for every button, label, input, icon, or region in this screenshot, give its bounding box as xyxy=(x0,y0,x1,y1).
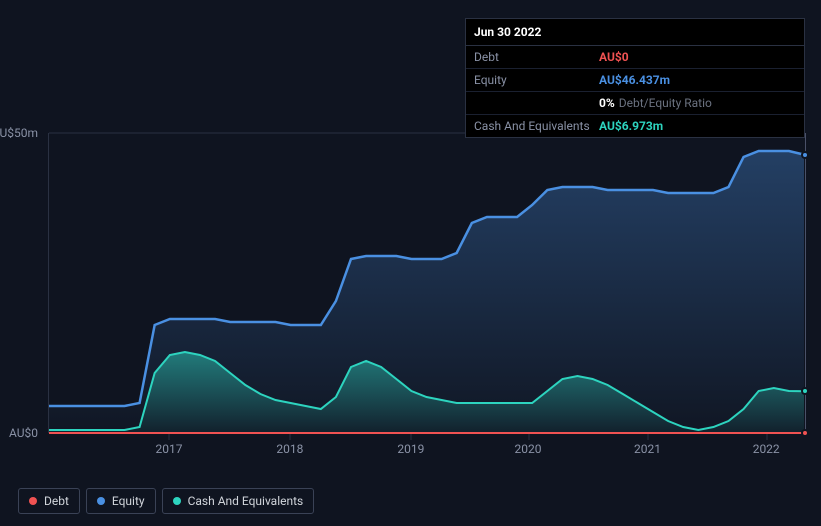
chart-plot-area[interactable] xyxy=(48,133,804,433)
tooltip-row-cash: Cash And Equivalents AU$6.973m xyxy=(466,115,804,137)
tooltip-ratio-spacer xyxy=(474,96,599,110)
marker-cash xyxy=(801,387,809,395)
x-tick: 2022 xyxy=(753,442,780,456)
y-axis-label-bottom: AU$0 xyxy=(0,426,38,440)
tooltip-row-ratio: 0% Debt/Equity Ratio xyxy=(466,92,804,115)
tooltip-equity-value: AU$46.437m xyxy=(599,73,670,87)
tooltip-cash-value: AU$6.973m xyxy=(599,119,663,133)
data-tooltip: Jun 30 2022 Debt AU$0 Equity AU$46.437m … xyxy=(465,18,805,138)
x-tick: 2017 xyxy=(155,442,182,456)
legend-label: Equity xyxy=(112,494,145,508)
tooltip-cash-label: Cash And Equivalents xyxy=(474,119,599,133)
y-axis-label-top: AU$50m xyxy=(0,126,38,140)
legend-item[interactable]: Cash And Equivalents xyxy=(162,488,315,514)
x-tick: 2019 xyxy=(397,442,424,456)
legend-label: Cash And Equivalents xyxy=(188,494,304,508)
legend: Debt Equity Cash And Equivalents xyxy=(18,488,314,514)
tooltip-debt-label: Debt xyxy=(474,50,599,64)
chart-container: AU$50m AU$0 201 xyxy=(18,118,804,478)
legend-dot-icon xyxy=(29,497,37,505)
tooltip-date: Jun 30 2022 xyxy=(466,19,804,46)
legend-item[interactable]: Debt xyxy=(18,488,80,514)
x-tick: 2021 xyxy=(634,442,661,456)
tooltip-debt-value: AU$0 xyxy=(599,50,629,64)
tooltip-equity-label: Equity xyxy=(474,73,599,87)
legend-dot-icon xyxy=(97,497,105,505)
tooltip-ratio-label: Debt/Equity Ratio xyxy=(619,96,712,110)
tooltip-row-debt: Debt AU$0 xyxy=(466,46,804,69)
x-tick: 2020 xyxy=(515,442,542,456)
marker-equity xyxy=(801,151,809,159)
tooltip-ratio-pct: 0% xyxy=(599,96,615,110)
legend-label: Debt xyxy=(44,494,69,508)
legend-dot-icon xyxy=(173,497,181,505)
chart-svg xyxy=(49,133,804,433)
x-axis: 2017 2018 2019 2020 2021 2022 xyxy=(48,436,804,466)
legend-item[interactable]: Equity xyxy=(86,488,156,514)
x-tick: 2018 xyxy=(276,442,303,456)
tooltip-row-equity: Equity AU$46.437m xyxy=(466,69,804,92)
